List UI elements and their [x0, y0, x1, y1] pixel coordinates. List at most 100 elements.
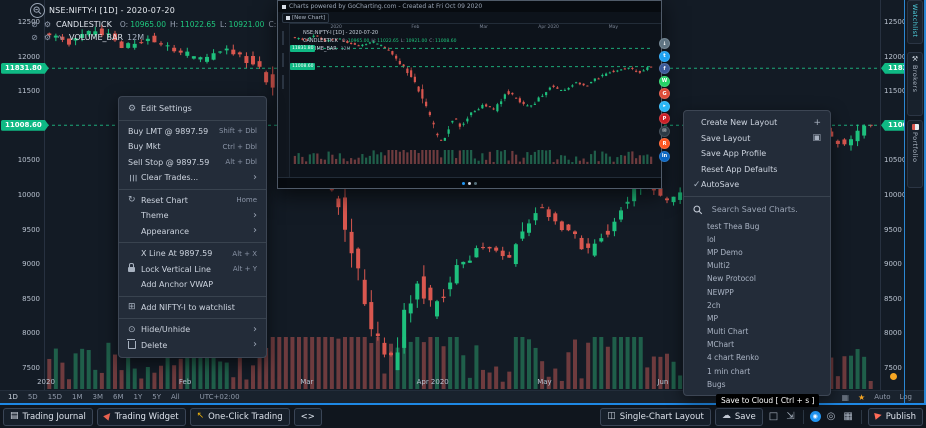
code-button[interactable]: <>: [293, 407, 322, 426]
context-menu-item[interactable]: Lock Vertical Line Alt + Y: [119, 262, 266, 278]
popup-price-badge: 11831.80: [290, 44, 316, 52]
floppy-icon[interactable]: ▣: [812, 133, 821, 144]
linkedin-share-icon[interactable]: in: [659, 150, 670, 162]
publish-button[interactable]: ▶ Publish: [867, 407, 923, 426]
chart-context-menu: ⚙ Edit Settings Buy LMT @ 9897.59 Shift + D…: [118, 96, 267, 358]
context-menu-item[interactable]: Delete ›: [119, 338, 266, 354]
zoom-out-icon[interactable]: [30, 3, 45, 19]
timezone-label[interactable]: UTC+02:00: [199, 393, 240, 401]
tab-icon: [286, 15, 290, 20]
saved-chart-item[interactable]: MChart: [707, 340, 735, 350]
menu-item-label: Reset App Defaults: [701, 164, 778, 174]
study-name-candlestick[interactable]: CANDLESTICK: [56, 19, 112, 29]
timeframe-5y[interactable]: 5Y: [152, 393, 161, 401]
twitter-share-icon[interactable]: t: [659, 50, 670, 62]
timeframe-5d[interactable]: 5D: [27, 393, 38, 401]
date-label: May: [537, 378, 552, 386]
context-menu-item[interactable]: Sell Stop @ 9897.59 Alt + Dbl: [119, 155, 266, 171]
camera-icon[interactable]: ◉: [809, 411, 821, 422]
apps-grid-icon[interactable]: ▦: [843, 411, 853, 422]
side-tab-watchlist[interactable]: Watchlist: [907, 0, 923, 44]
side-tab-brokers[interactable]: ⚒ Brokers: [907, 52, 923, 116]
pinterest-share-icon[interactable]: P: [659, 113, 670, 124]
layout-menu-item[interactable]: ✓ AutoSave: [684, 177, 830, 193]
saved-chart-item[interactable]: Multi2: [707, 261, 731, 271]
square-icon[interactable]: □: [768, 411, 779, 422]
plus-icon[interactable]: +: [813, 117, 821, 128]
google-share-icon[interactable]: G: [659, 88, 670, 99]
layout-menu-item[interactable]: Create New Layout +: [684, 115, 830, 131]
tools-icon: ⚒: [911, 55, 919, 63]
expand-icon[interactable]: ⇲: [786, 411, 795, 422]
timeframe-1d[interactable]: 1D: [8, 393, 18, 401]
study-settings-icon[interactable]: ⚙: [43, 19, 52, 29]
saved-chart-item[interactable]: lol: [707, 234, 716, 244]
context-menu-item[interactable]: Appearance ›: [119, 224, 266, 240]
study-name-volume[interactable]: VOLUME_BAR: [69, 33, 124, 43]
volume-series: [293, 150, 653, 164]
context-menu-item[interactable]: ↻ Reset Chart Home: [119, 193, 266, 209]
context-menu-item[interactable]: Buy LMT @ 9897.59 Shift + Dbl: [119, 124, 266, 140]
submenu-arrow-icon: ›: [253, 339, 257, 351]
context-menu-item[interactable]: ⊙ Hide/Unhide ›: [119, 322, 266, 338]
context-menu-item[interactable]: ⚙ Edit Settings: [119, 101, 266, 117]
context-menu-item[interactable]: Buy Mkt Ctrl + Dbl: [119, 139, 266, 155]
trading-widget-button[interactable]: ▲ Trading Widget: [96, 407, 186, 426]
one-click-trading-button[interactable]: ↖ One-Click Trading: [189, 407, 290, 426]
facebook-share-icon[interactable]: f: [659, 63, 670, 74]
saved-chart-item[interactable]: Multi Chart: [707, 327, 749, 337]
menu-item-label: Reset Chart: [141, 195, 188, 205]
price-tick: 7500: [22, 364, 40, 372]
saved-chart-item[interactable]: MP: [707, 313, 718, 323]
log-scale-toggle[interactable]: Log: [899, 393, 912, 401]
saved-chart-item[interactable]: MP Demo: [707, 247, 743, 257]
saved-chart-item[interactable]: 4 chart Renko: [707, 353, 759, 363]
reddit-share-icon[interactable]: R: [659, 138, 670, 149]
saved-chart-item[interactable]: Bugs: [707, 379, 726, 389]
price-tick: 10000: [17, 191, 40, 199]
email-share-icon[interactable]: ✉: [659, 125, 670, 137]
right-edge-accent-line: [924, 0, 926, 403]
watch-icon: ⊞: [128, 302, 136, 313]
popup-tab-label: [New Chart]: [292, 14, 326, 21]
search-saved-charts-input[interactable]: [709, 204, 821, 215]
layout-menu-item[interactable]: Save App Profile: [684, 146, 830, 162]
auto-scale-toggle[interactable]: Auto: [874, 393, 891, 401]
star-icon[interactable]: ★: [858, 392, 866, 402]
single-chart-layout-button[interactable]: ◫ Single-Chart Layout: [600, 407, 711, 426]
timeframe-15d[interactable]: 15D: [47, 393, 62, 401]
price-tick: 11500: [17, 87, 40, 96]
grid-icon[interactable]: ▦: [841, 392, 850, 402]
price-badge: 11831.80: [1, 63, 49, 74]
target-icon[interactable]: ◎: [826, 411, 836, 422]
toolbar-separator: [860, 409, 862, 424]
study-settings-icon[interactable]: ⚙: [43, 33, 52, 43]
timeframe-3m[interactable]: 3M: [92, 393, 104, 401]
symbol-title[interactable]: NSE:NIFTY-I [1D] - 2020-07-20: [49, 6, 175, 16]
telegram-share-icon[interactable]: ▸: [659, 100, 670, 112]
saved-chart-item[interactable]: 1 min chart: [707, 366, 751, 376]
timeframe-1m[interactable]: 1M: [72, 393, 83, 401]
hide-study-icon[interactable]: ⊘: [31, 33, 38, 43]
context-menu-item[interactable]: Theme ›: [119, 208, 266, 224]
saved-chart-item[interactable]: test Thea Bug: [707, 221, 760, 231]
trading-journal-button[interactable]: ▤ Trading Journal: [3, 407, 93, 426]
context-menu-item[interactable]: ⊞ Add NIFTY-I to watchlist: [119, 300, 266, 316]
save-button[interactable]: ☁ Save: [714, 407, 763, 426]
timeframe-1y[interactable]: 1Y: [133, 393, 143, 401]
context-menu-item[interactable]: X Line At 9897.59 Alt + X: [119, 246, 266, 262]
side-tab-portfolio[interactable]: Portfolio: [907, 120, 923, 188]
timeframe-all[interactable]: All: [170, 393, 180, 401]
layout-menu-item[interactable]: Save Layout ▣: [684, 131, 830, 147]
context-menu-item[interactable]: Add Anchor VWAP: [119, 277, 266, 293]
layout-menu-item[interactable]: Reset App Defaults: [684, 162, 830, 178]
whatsapp-share-icon[interactable]: W: [659, 75, 670, 87]
saved-chart-item[interactable]: NEWPP: [707, 287, 734, 297]
saved-chart-item[interactable]: New Protocol: [707, 274, 756, 284]
saved-chart-item[interactable]: 2ch: [707, 300, 721, 310]
context-menu-item[interactable]: ☰ Clear Trades... ›: [119, 170, 266, 186]
hide-study-icon[interactable]: ⊘: [31, 19, 38, 29]
timeframe-6m[interactable]: 6M: [113, 393, 124, 401]
download-share-icon[interactable]: ↓: [659, 38, 670, 49]
popup-chart-tab[interactable]: [New Chart]: [282, 12, 330, 23]
